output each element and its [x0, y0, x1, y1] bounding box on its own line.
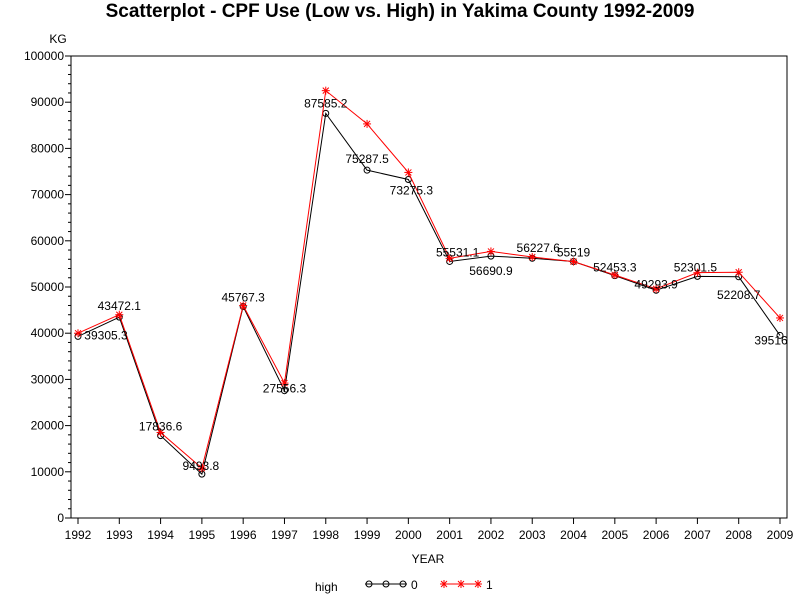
y-tick-label: 30000 [31, 372, 65, 386]
series-1-point [74, 329, 82, 338]
x-tick-label: 2007 [684, 528, 711, 542]
x-axis-label: YEAR [412, 552, 445, 566]
y-tick-label: 80000 [31, 141, 65, 155]
x-tick-label: 1996 [230, 528, 257, 542]
series-0-point [776, 331, 784, 339]
series-1-point [528, 252, 537, 261]
series-1-point [197, 464, 206, 473]
chart-title: Scatterplot - CPF Use (Low vs. High) in … [106, 1, 695, 22]
legend: high 0 1 [315, 578, 493, 594]
x-tick-label: 1993 [106, 528, 133, 542]
series-1-point [486, 247, 495, 256]
data-label: 87585.2 [304, 96, 348, 110]
series-0-point [280, 387, 288, 395]
y-axis-label: KG [49, 32, 66, 46]
y-tick-label: 50000 [31, 280, 65, 294]
x-tick-label: 2004 [560, 528, 587, 542]
data-label: 17836.6 [139, 420, 183, 434]
data-label: 55519 [557, 246, 591, 260]
x-tick-label: 1994 [147, 528, 174, 542]
x-tick-label: 1992 [65, 528, 92, 542]
series-1-point [239, 301, 248, 310]
series-1-point [569, 257, 578, 266]
plot-border [70, 55, 788, 519]
legend-marker [457, 580, 465, 588]
x-tick-label: 2009 [767, 528, 794, 542]
series-1-point [404, 168, 413, 177]
x-tick-label: 2000 [395, 528, 422, 542]
data-label: 55531.1 [436, 245, 480, 259]
series-layer [74, 86, 784, 478]
series-1-point [363, 119, 372, 128]
y-tick-label: 90000 [31, 95, 65, 109]
series-1-point [734, 268, 743, 277]
x-tick-label: 1999 [354, 528, 381, 542]
series-1-point [156, 428, 165, 437]
series-1-point [652, 284, 661, 293]
series-1-point [610, 270, 619, 279]
y-axis: 0 10000 20000 30000 40000 50000 60000 70000 8000… [24, 49, 71, 525]
data-label: 56227.6 [517, 241, 561, 255]
data-label: 56690.9 [469, 264, 513, 278]
data-label: 52301.5 [674, 260, 718, 274]
plot-frame [70, 55, 788, 519]
series-1-point [321, 86, 330, 95]
series-0-point [363, 166, 371, 174]
x-tick-label: 1995 [189, 528, 216, 542]
legend-marker [474, 580, 482, 588]
legend-entry-label: 0 [411, 578, 418, 592]
data-label: 49293.9 [634, 277, 678, 291]
x-tick-label: 1998 [312, 528, 339, 542]
x-tick-label: 2008 [725, 528, 752, 542]
data-label: 52453.3 [593, 261, 637, 275]
x-tick-label: 2003 [519, 528, 546, 542]
series-1-point [776, 313, 784, 322]
legend-entry-label: 1 [486, 578, 493, 592]
data-label: 9493.8 [183, 459, 220, 473]
legend-marker [382, 580, 390, 588]
legend-marker [399, 580, 407, 588]
data-label: 75287.5 [345, 152, 389, 166]
data-label: 39516 [754, 333, 788, 347]
legend-marker [365, 580, 373, 588]
series-1-point [693, 268, 702, 277]
legend-title: high [315, 580, 338, 594]
series-1-point [280, 379, 289, 388]
series-1-point [115, 310, 124, 319]
x-tick-label: 1997 [271, 528, 298, 542]
data-label: 73275.3 [390, 183, 434, 197]
series-line-1 [77, 89, 781, 470]
y-tick-label: 20000 [31, 419, 65, 433]
y-tick-label: 10000 [31, 465, 65, 479]
x-tick-label: 2001 [436, 528, 463, 542]
data-labels: 39305.3 43472.1 17836.6 9493.8 45767.3 27556.… [84, 96, 788, 473]
y-tick-label: 0 [57, 511, 64, 525]
x-tick-label: 2002 [478, 528, 505, 542]
series-line-0 [77, 112, 781, 476]
legend-marker [440, 580, 448, 588]
y-tick-label: 40000 [31, 326, 65, 340]
data-label: 27556.3 [263, 382, 307, 396]
y-tick-label: 60000 [31, 234, 65, 248]
x-tick-label: 2006 [643, 528, 670, 542]
series-1-point [445, 254, 454, 263]
data-label: 43472.1 [98, 299, 142, 313]
data-label: 52208.7 [717, 288, 761, 302]
data-label: 45767.3 [221, 291, 265, 305]
x-tick-label: 2005 [601, 528, 628, 542]
y-tick-label: 100000 [24, 49, 64, 63]
data-label: 39305.3 [84, 328, 128, 342]
y-tick-label: 70000 [31, 188, 65, 202]
x-axis: 1992 1993 1994 1995 1996 1997 1998 1999 2000 2001… [65, 518, 794, 542]
